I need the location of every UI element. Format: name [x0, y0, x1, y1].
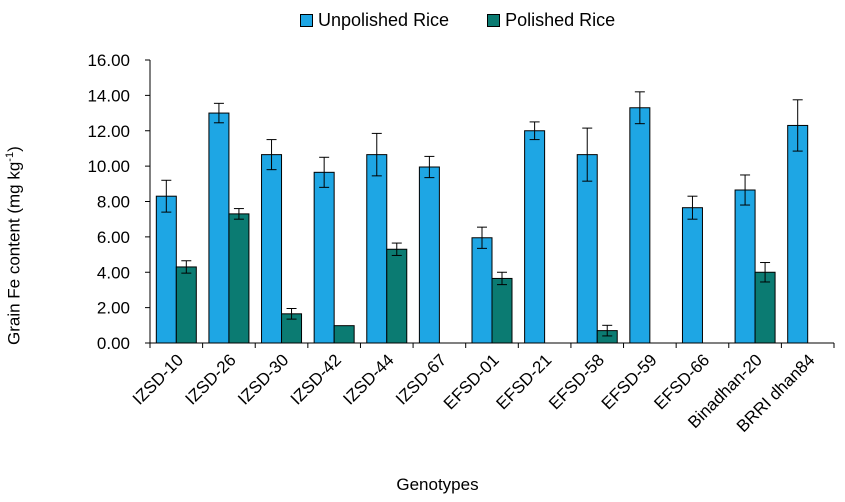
legend-label-polished: Polished Rice	[505, 10, 616, 30]
bar-unpolished	[313, 171, 335, 344]
bar-unpolished	[418, 166, 440, 344]
legend-swatch-unpolished	[300, 14, 313, 27]
y-tick-label: 0.00	[97, 334, 130, 353]
y-tick-label: 14.00	[87, 86, 130, 105]
bar-unpolished	[208, 112, 230, 344]
bar-polished	[754, 271, 776, 344]
bar-unpolished	[787, 124, 809, 344]
bar-unpolished	[524, 130, 546, 344]
y-tick-label: 10.00	[87, 157, 130, 176]
chart-legend: Unpolished Rice Polished Rice	[300, 10, 653, 31]
x-tick-label: IZSD-26	[182, 350, 240, 408]
y-tick-label: 12.00	[87, 122, 130, 141]
x-tick-label: IZSD-42	[287, 350, 345, 408]
bar-polished	[228, 213, 250, 344]
y-tick-label: 6.00	[97, 228, 130, 247]
bar-unpolished	[576, 154, 598, 344]
x-tick-label: EFSD-01	[440, 350, 503, 413]
bar-polished	[175, 266, 197, 344]
bar-unpolished	[366, 154, 388, 344]
bar-unpolished	[155, 195, 177, 344]
legend-swatch-polished	[487, 14, 501, 27]
bar-unpolished	[629, 107, 651, 344]
y-tick-label: 4.00	[97, 263, 130, 282]
x-tick-label: EFSD-21	[493, 350, 556, 413]
x-tick-label: IZSD-10	[129, 350, 187, 408]
x-axis-label: Genotypes	[396, 475, 479, 494]
x-tick-label: IZSD-44	[339, 350, 397, 408]
y-tick-label: 16.00	[87, 51, 130, 70]
bar-polished	[491, 277, 513, 344]
bar-unpolished	[471, 237, 493, 344]
bar-polished	[333, 325, 355, 344]
bar-unpolished	[681, 207, 703, 344]
bar-unpolished	[734, 189, 756, 344]
x-tick-label: EFSD-58	[545, 350, 608, 413]
x-tick-label: EFSD-59	[598, 350, 661, 413]
x-tick-label: IZSD-30	[234, 350, 292, 408]
bar-unpolished	[261, 154, 283, 344]
legend-label-unpolished: Unpolished Rice	[318, 10, 450, 30]
legend-item-polished: Polished Rice	[487, 10, 615, 31]
bar-polished	[386, 248, 408, 344]
y-tick-label: 8.00	[97, 193, 130, 212]
legend-item-unpolished: Unpolished Rice	[300, 10, 449, 31]
y-tick-label: 2.00	[97, 299, 130, 318]
